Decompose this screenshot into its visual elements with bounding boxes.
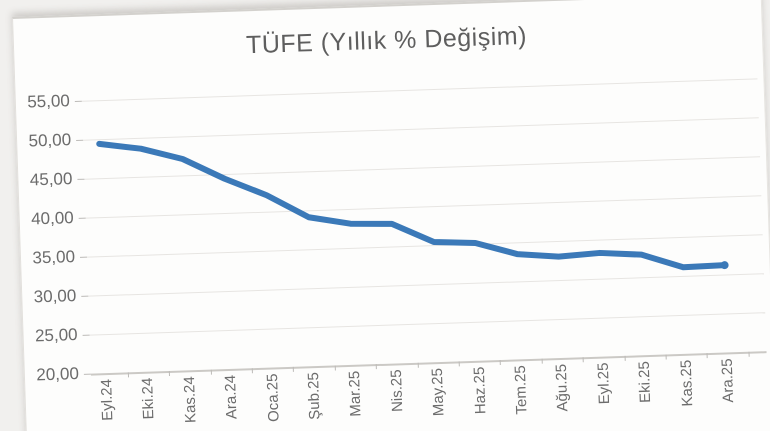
x-axis-label: Eki.25 <box>635 360 655 404</box>
y-axis-tick <box>79 256 88 258</box>
line-series <box>96 140 728 271</box>
x-axis-label: Ara.24 <box>222 374 241 420</box>
chart-photo: TÜFE (Yıllık % Değişim) 55,00 50,00 45,00 4… <box>12 0 770 431</box>
y-axis-tick <box>76 139 84 141</box>
x-axis-tick <box>168 370 171 376</box>
x-axis-label: Ara.25 <box>718 358 738 403</box>
x-axis-tick <box>706 353 708 359</box>
x-axis-label: Nis.25 <box>387 369 407 413</box>
x-axis-tick <box>210 369 212 375</box>
y-axis-label: 55,00 <box>26 91 71 112</box>
y-axis-tick <box>82 334 90 336</box>
x-axis-label: Şub.25 <box>304 371 324 421</box>
x-axis-tick <box>624 355 626 361</box>
y-axis-label: 30,00 <box>33 286 77 307</box>
x-axis-tick <box>127 372 129 378</box>
tufe-trend-line <box>96 140 729 271</box>
x-axis-label: Eyl.24 <box>98 378 117 422</box>
y-axis-label: 25,00 <box>34 325 78 346</box>
y-axis-label: 20,00 <box>36 363 80 385</box>
x-axis-label: May.25 <box>429 367 448 417</box>
y-axis-tick <box>74 100 82 102</box>
x-axis-tick <box>375 364 377 370</box>
x-axis-label: Kas.25 <box>677 359 696 407</box>
x-axis-label: Haz.25 <box>470 366 490 415</box>
x-axis-label: Mar.25 <box>346 370 365 417</box>
plot-area: 55,00 50,00 45,00 40,00 35,00 30,00 25,00 20,00… <box>13 0 767 423</box>
x-axis-label: Eki.24 <box>139 377 158 420</box>
y-axis-label: 50,00 <box>28 130 72 151</box>
y-axis-tick <box>81 295 89 297</box>
x-axis-tick <box>665 354 667 360</box>
x-axis-label: Kas.24 <box>180 376 200 424</box>
chart-title: TÜFE (Yıllık % Değişim) <box>245 21 528 60</box>
x-axis-label: Ağu.25 <box>553 363 572 412</box>
x-axis-tick <box>293 366 295 372</box>
x-axis-tick <box>458 361 460 367</box>
x-axis-tick <box>251 368 253 374</box>
y-axis-label: 35,00 <box>32 247 76 268</box>
x-axis-tick <box>334 365 336 371</box>
x-axis-tick <box>748 351 750 357</box>
x-axis-tick <box>582 357 584 363</box>
x-axis-tick <box>499 359 502 366</box>
line-end-cap <box>720 261 729 270</box>
y-axis-tick <box>78 217 86 219</box>
x-axis-tick <box>417 362 419 368</box>
x-axis-tick <box>541 358 543 364</box>
y-axis-label: 40,00 <box>30 208 74 229</box>
y-axis-label: 45,00 <box>29 169 73 190</box>
x-axis-label: Eyl.25 <box>594 362 613 405</box>
y-axis-tick <box>83 373 91 375</box>
x-axis-label: Tem.25 <box>511 365 531 415</box>
x-axis-label: Oca.25 <box>263 373 283 423</box>
y-axis-tick <box>77 178 85 180</box>
